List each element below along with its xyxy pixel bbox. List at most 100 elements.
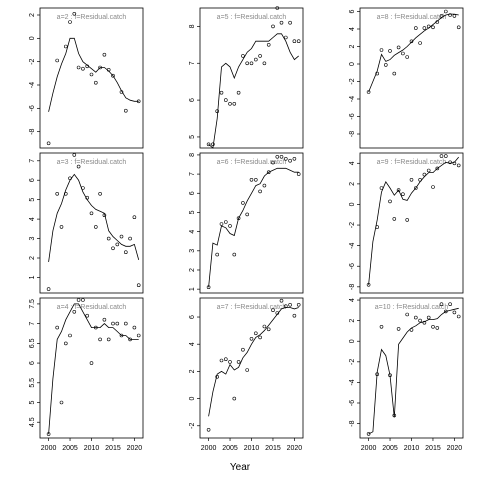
observation-point bbox=[279, 20, 284, 25]
x-tick-label: 2015 bbox=[105, 445, 121, 452]
y-tick-label: -4 bbox=[349, 379, 356, 385]
observation-point bbox=[241, 347, 245, 352]
y-tick-label: 6 bbox=[189, 191, 196, 195]
observation-point bbox=[115, 242, 120, 247]
y-tick-label: 5 bbox=[189, 210, 196, 214]
observation-point bbox=[68, 176, 72, 181]
observation-point bbox=[119, 90, 124, 94]
observation-point bbox=[224, 220, 228, 224]
observation-point bbox=[266, 327, 271, 332]
y-tick-label: -4 bbox=[349, 242, 356, 248]
observation-point bbox=[262, 183, 267, 188]
observation-point bbox=[266, 170, 271, 174]
y-tick-label: 6 bbox=[29, 178, 36, 182]
observation-point bbox=[435, 20, 440, 24]
fitted-line bbox=[48, 173, 140, 262]
observation-point bbox=[245, 212, 249, 217]
observation-point bbox=[452, 14, 457, 18]
observation-point bbox=[439, 14, 444, 18]
observation-point bbox=[106, 68, 111, 72]
observation-point bbox=[366, 90, 371, 94]
x-tick-label: 2010 bbox=[84, 445, 100, 452]
observation-point bbox=[288, 158, 292, 163]
y-tick-label: 4 bbox=[189, 342, 196, 346]
observation-point bbox=[413, 26, 418, 30]
observation-point bbox=[258, 189, 262, 194]
y-tick-label: 7 bbox=[189, 61, 196, 65]
y-tick-label: -2 bbox=[349, 78, 356, 84]
observation-point bbox=[111, 73, 115, 78]
panel-9: a=10 : f=Residual.catch 4 2 0 -2 -4 -6 -8 2000 20… bbox=[349, 297, 464, 452]
observation-point bbox=[206, 427, 211, 432]
observation-point bbox=[409, 39, 414, 44]
y-tick-label: -4 bbox=[349, 96, 356, 102]
x-tick-label: 2005 bbox=[222, 445, 238, 452]
panel-frame bbox=[199, 152, 304, 294]
observation-point bbox=[288, 302, 292, 307]
y-tick-label: 4 bbox=[349, 161, 356, 165]
observation-point bbox=[296, 172, 301, 176]
observation-point bbox=[426, 24, 431, 29]
y-tick-label: -6 bbox=[29, 105, 36, 111]
observation-point bbox=[388, 373, 392, 378]
fitted-line bbox=[368, 13, 459, 93]
y-tick-label: 8 bbox=[189, 153, 196, 157]
y-tick-label: 5 bbox=[29, 198, 36, 202]
x-tick-label: 2020 bbox=[127, 445, 143, 452]
y-tick-label: 0 bbox=[189, 397, 196, 401]
observation-point bbox=[124, 321, 128, 326]
observation-point bbox=[254, 178, 258, 182]
observation-point bbox=[283, 157, 288, 161]
panel-title: a=8 : f=Residual.catch bbox=[377, 14, 447, 21]
panel-7: a=4 : f=Residual.catch 7.5 7 6.5 6 5.5 5 4.5 200… bbox=[29, 297, 144, 452]
y-tick-label: 4 bbox=[189, 230, 196, 234]
observation-point bbox=[292, 157, 297, 161]
observation-point bbox=[119, 234, 124, 239]
observation-point bbox=[366, 432, 371, 436]
observation-point bbox=[396, 45, 401, 50]
observation-point bbox=[405, 218, 410, 222]
observation-point bbox=[64, 192, 68, 196]
panel-title: a=5 : f=Residual.catch bbox=[217, 14, 287, 21]
observation-point bbox=[275, 6, 280, 10]
observation-point bbox=[211, 142, 215, 147]
observation-point bbox=[262, 61, 267, 66]
observation-point bbox=[85, 313, 89, 318]
observation-point bbox=[396, 188, 401, 192]
observation-point bbox=[418, 41, 422, 45]
observation-point bbox=[388, 199, 392, 204]
y-tick-label: 0 bbox=[349, 339, 356, 343]
y-tick-label: 2 bbox=[189, 268, 196, 272]
observation-point bbox=[266, 42, 271, 47]
observation-point bbox=[128, 337, 132, 342]
observation-point bbox=[215, 109, 219, 113]
observation-point bbox=[292, 39, 297, 44]
observation-point bbox=[219, 358, 224, 363]
observation-point bbox=[94, 325, 98, 330]
observation-point bbox=[283, 304, 288, 309]
y-tick-label: 4.5 bbox=[29, 417, 36, 427]
observation-point bbox=[232, 252, 237, 257]
y-tick-label: -8 bbox=[29, 128, 36, 134]
observation-point bbox=[136, 333, 141, 338]
observation-point bbox=[81, 186, 85, 190]
observation-point bbox=[102, 52, 107, 57]
observation-point bbox=[115, 321, 120, 326]
observation-point bbox=[456, 314, 461, 319]
panel-title: a=7 : f=Residual.catch bbox=[217, 304, 287, 311]
observation-point bbox=[215, 374, 219, 379]
observation-point bbox=[439, 302, 444, 307]
observation-point bbox=[98, 192, 102, 196]
fitted-line bbox=[208, 33, 299, 149]
y-tick-label: -2 bbox=[349, 222, 356, 228]
observation-point bbox=[426, 168, 431, 173]
y-tick-label: 4 bbox=[349, 27, 356, 31]
x-tick-label: 2010 bbox=[404, 445, 420, 452]
observation-point bbox=[262, 324, 267, 329]
y-tick-label: 6 bbox=[349, 9, 356, 13]
observation-point bbox=[254, 57, 258, 62]
panel-frame bbox=[359, 152, 464, 294]
y-tick-label: 4 bbox=[349, 298, 356, 302]
y-tick-label: 7 bbox=[29, 322, 36, 326]
y-tick-label: -6 bbox=[349, 113, 356, 119]
